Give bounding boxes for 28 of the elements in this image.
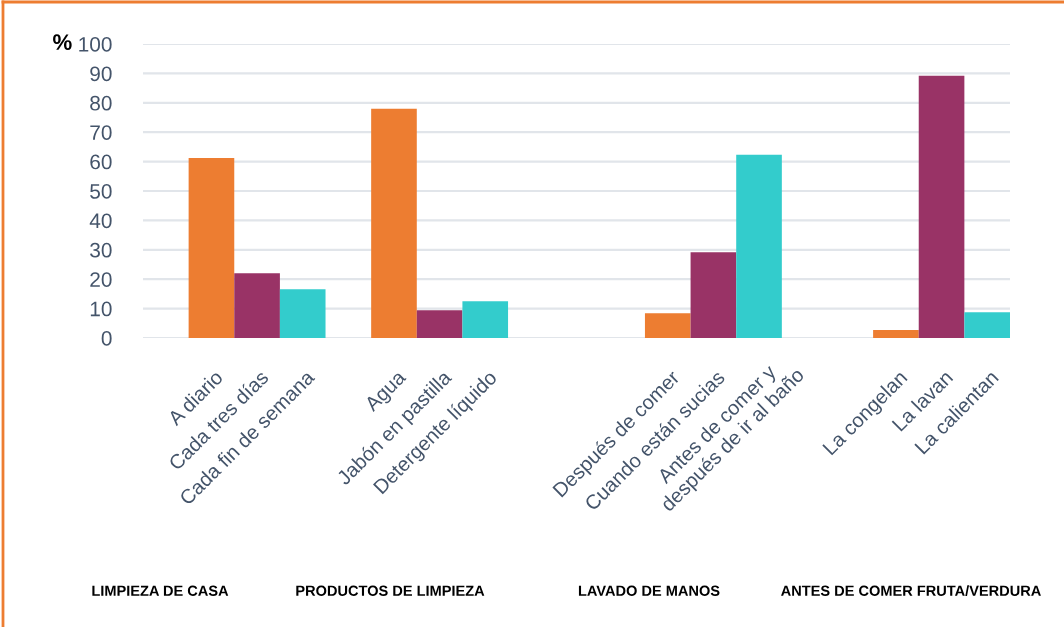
bar	[279, 289, 326, 338]
y-tick-label: 100	[79, 37, 112, 52]
bar	[188, 158, 235, 338]
y-tick-label: 40	[89, 213, 112, 229]
bar	[690, 252, 737, 338]
bar	[964, 312, 1010, 338]
y-tick-label: 20	[90, 272, 112, 287]
y-tick-label: 60	[90, 154, 112, 170]
y-tick-label: 0	[101, 331, 112, 346]
text: LIMPIEZA DE CASA	[92, 585, 229, 596]
text: ANTES DE COMER FRUTA/VERDURA	[781, 585, 1041, 597]
bar	[736, 154, 782, 338]
bar	[416, 310, 463, 338]
bar	[644, 313, 691, 338]
y-tick-label: 50	[90, 184, 112, 199]
y-tick-label: 70	[90, 125, 112, 140]
bar	[918, 75, 965, 338]
y-tick-label: 80	[90, 95, 112, 111]
y-axis-title: %	[53, 34, 72, 50]
y-tick-label: 30	[90, 242, 112, 258]
bar	[371, 108, 417, 338]
text: LAVADO DE MANOS	[578, 585, 720, 596]
bar	[234, 273, 280, 338]
y-tick-label: 90	[90, 66, 112, 82]
y-tick-label: 10	[90, 301, 112, 317]
bar	[462, 301, 509, 338]
text: PRODUCTOS DE LIMPIEZA	[296, 585, 485, 596]
bar	[873, 330, 919, 338]
